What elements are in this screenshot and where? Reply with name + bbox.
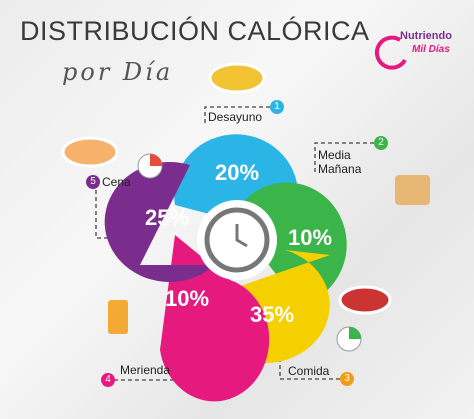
meal-number: 4	[101, 373, 115, 387]
plate-icon-slice	[150, 154, 162, 166]
percent: 20%	[214, 160, 260, 185]
logo-text: Mil Días	[412, 44, 450, 55]
meal-number: 1	[270, 100, 284, 114]
title: DISTRIBUCIÓN CALÓRICA	[20, 16, 370, 46]
percent: 35%	[249, 302, 295, 327]
connector	[204, 106, 270, 125]
logo-text: Nutriendo	[400, 30, 452, 42]
subtitle: por Día	[62, 58, 174, 86]
petal-media-manana	[245, 182, 347, 305]
percent: 10%	[287, 225, 333, 250]
meal-name: Desayuno	[208, 110, 263, 124]
food-juice	[108, 300, 128, 334]
food-omelette	[61, 136, 119, 168]
food-pasta	[338, 285, 392, 315]
meal-number: 2	[374, 136, 388, 150]
meal-name: Cena	[102, 175, 131, 189]
plate-icon-slice	[349, 327, 361, 339]
percent: 10%	[164, 286, 210, 311]
meal-number: 3	[340, 372, 354, 386]
clock-ring	[204, 207, 270, 273]
meal-number: 5	[86, 175, 100, 189]
logo-mark	[374, 35, 407, 70]
meal-name: Comida	[288, 364, 330, 378]
connector	[314, 142, 374, 175]
petal-cena	[104, 161, 215, 282]
food-toast	[395, 175, 430, 205]
percent: 25%	[144, 205, 190, 230]
meal-name: Media Mañana	[318, 148, 362, 176]
clock-hands	[235, 224, 248, 248]
connector	[279, 355, 340, 380]
meal-name: Merienda	[120, 363, 171, 377]
food-cereal	[208, 62, 266, 94]
